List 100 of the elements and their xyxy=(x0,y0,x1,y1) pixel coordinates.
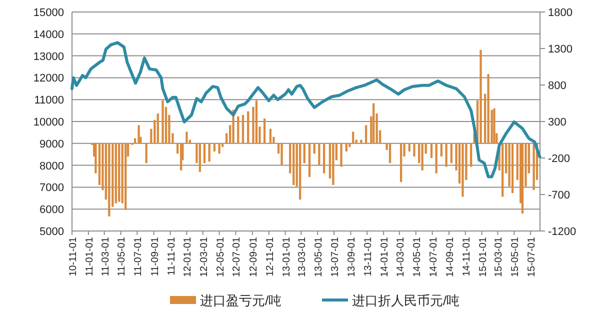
bar xyxy=(318,143,320,166)
bar xyxy=(280,143,283,166)
bar xyxy=(308,143,311,177)
x-tick-label: 12-05-01 xyxy=(215,236,226,278)
bar xyxy=(435,143,438,174)
bar xyxy=(145,143,148,164)
x-tick-label: 13-07-01 xyxy=(330,236,342,278)
bar xyxy=(303,143,306,164)
bar xyxy=(440,143,443,157)
x-tick-label: 13-05-01 xyxy=(314,236,325,278)
x-tick-label: 14-07-01 xyxy=(428,236,440,278)
y-tick-label: 10000 xyxy=(33,116,64,128)
legend-label: 进口折人民币元/吨 xyxy=(352,293,460,308)
y2-tick-label: 300 xyxy=(548,116,566,128)
bar xyxy=(360,140,362,144)
bar xyxy=(108,143,110,216)
y2-tick-label: 1800 xyxy=(548,7,572,19)
y-tick-label: 11000 xyxy=(34,94,64,107)
line-series xyxy=(70,41,542,178)
bar xyxy=(400,143,402,182)
x-tick-label: 11-11-01 xyxy=(166,236,178,276)
x-tick-label: 12-07-01 xyxy=(232,236,243,278)
bar xyxy=(156,113,159,144)
x-tick-label: 14-09-01 xyxy=(444,236,456,278)
bar xyxy=(114,143,117,204)
y-tick-label: 15000 xyxy=(33,7,64,19)
y-tick-label: 8000 xyxy=(40,160,64,172)
bar xyxy=(313,143,316,154)
x-tick-label: 12-09-01 xyxy=(248,236,260,278)
x-tick-label: 13-11-01 xyxy=(363,236,374,276)
bar xyxy=(364,125,368,144)
bar xyxy=(322,143,326,174)
x-tick-label: 14-05-01 xyxy=(412,236,423,278)
y-tick-label: 14000 xyxy=(33,28,64,41)
y2-tick-label: 1300 xyxy=(548,44,572,56)
bar xyxy=(255,100,258,144)
bar xyxy=(247,111,250,144)
bar xyxy=(269,128,272,144)
bar xyxy=(445,143,448,167)
x-tick-label: 11-03-01 xyxy=(100,236,112,276)
bar xyxy=(203,143,206,164)
legend-label: 进口盈亏元/吨 xyxy=(200,293,282,308)
bar xyxy=(242,114,244,144)
bar xyxy=(450,143,452,164)
x-tick-label: 11-07-01 xyxy=(133,236,144,276)
bar xyxy=(292,143,295,186)
bar xyxy=(511,143,514,194)
bar xyxy=(340,143,342,167)
y-tick-label: 9000 xyxy=(40,138,64,150)
bar xyxy=(487,74,490,144)
bar xyxy=(213,143,216,152)
bar xyxy=(237,116,240,144)
x-tick-label: 14-03-01 xyxy=(395,236,406,278)
x-tick-label: 15-07-01 xyxy=(526,236,538,278)
bar xyxy=(118,143,120,202)
x-tick-label: 14-01-01 xyxy=(380,236,391,278)
y2-tick-label: -700 xyxy=(548,190,570,202)
bar xyxy=(521,143,524,214)
bar xyxy=(480,50,482,144)
bar xyxy=(124,143,127,210)
bar xyxy=(198,143,201,172)
bar xyxy=(462,143,464,197)
bar xyxy=(470,143,472,167)
x-tick-label: 15-01-01 xyxy=(478,236,489,278)
y-tick-label: 7000 xyxy=(40,182,64,194)
x-tick-label: 10-11-01 xyxy=(68,236,79,276)
bar xyxy=(345,143,348,152)
x-tick-label: 13-01-01 xyxy=(281,236,292,278)
x-tick-label: 12-01-01 xyxy=(182,236,194,278)
y-tick-label: 13000 xyxy=(33,50,64,63)
bar xyxy=(430,143,433,158)
bar xyxy=(138,125,140,144)
bar xyxy=(263,118,266,144)
y2-tick-label: 800 xyxy=(548,80,566,92)
bar xyxy=(208,143,210,162)
y-tick-label: 12000 xyxy=(33,72,64,85)
bar xyxy=(299,143,302,200)
bar xyxy=(421,143,424,170)
bar xyxy=(348,143,351,148)
bar xyxy=(186,132,188,144)
bar xyxy=(332,143,334,186)
y2-tick-label: -200 xyxy=(548,153,570,165)
bar xyxy=(532,143,535,190)
y-tick-label: 5000 xyxy=(40,226,64,238)
x-tick-label: 11-09-01 xyxy=(150,236,161,276)
y2-tick-label: -1200 xyxy=(548,226,576,238)
x-tick-label: 15-03-01 xyxy=(494,236,505,278)
x-tick-label: 11-05-01 xyxy=(116,236,128,276)
x-tick-label: 15-05-01 xyxy=(510,236,522,278)
x-tick-label: 13-03-01 xyxy=(297,236,308,278)
bar xyxy=(493,108,496,144)
x-tick-label: 11-01-01 xyxy=(84,236,96,276)
bar xyxy=(408,143,410,152)
x-tick-label: 13-09-01 xyxy=(346,236,358,278)
x-tick-label: 12-03-01 xyxy=(198,236,210,278)
x-tick-label: 12-11-01 xyxy=(264,236,276,276)
y-tick-label: 6000 xyxy=(40,204,64,216)
bar xyxy=(413,143,416,157)
bar xyxy=(372,103,375,144)
bar xyxy=(162,100,164,144)
